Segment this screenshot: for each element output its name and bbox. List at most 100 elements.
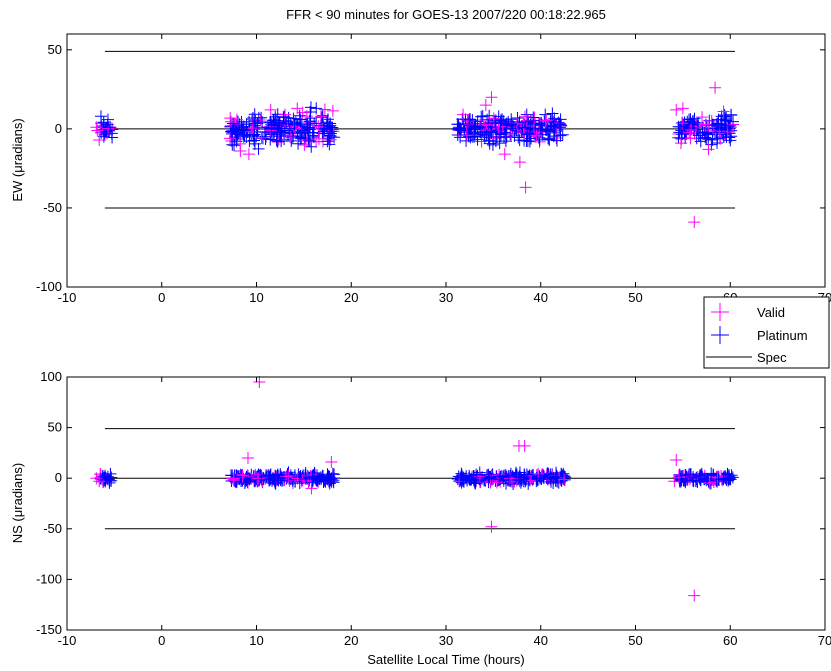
ns-y-tick-label: 100 — [40, 369, 62, 384]
ew-valid-point — [255, 131, 268, 144]
ew-platinum-point — [489, 114, 502, 127]
ew-valid-point — [291, 102, 304, 115]
ew-platinum-point — [296, 127, 309, 140]
ew-valid-point — [485, 91, 498, 104]
ew-platinum-point — [553, 117, 566, 130]
ew-x-tick-label: 40 — [534, 290, 548, 305]
ew-platinum-point — [488, 116, 501, 129]
ew-platinum-point — [544, 125, 557, 138]
ew-platinum-point — [529, 122, 542, 135]
legend-platinum-marker — [711, 326, 729, 344]
ns-platinum-point — [255, 473, 268, 486]
ns-platinum-point — [328, 468, 341, 481]
ew-platinum-point — [513, 134, 526, 147]
ew-valid-point — [699, 118, 712, 131]
ns-platinum-point — [520, 468, 533, 481]
ew-platinum-point — [485, 126, 498, 139]
ns-x-tick-label: 20 — [344, 633, 358, 648]
ew-valid-point — [519, 181, 532, 194]
ew-platinum-point — [310, 102, 323, 115]
ew-x-tick-label: 20 — [344, 290, 358, 305]
ew-platinum-point — [460, 134, 473, 147]
ns-valid-point — [688, 589, 701, 602]
ns-platinum-point — [515, 474, 528, 487]
ew-platinum-point — [483, 109, 496, 122]
ns-x-tick-label: 10 — [249, 633, 263, 648]
ew-platinum-point — [720, 114, 733, 127]
ew-platinum-point — [237, 130, 250, 143]
ew-valid-point — [91, 124, 104, 137]
ew-x-tick-label: 10 — [249, 290, 263, 305]
ew-platinum-point — [524, 115, 537, 128]
legend-entry-platinum: Platinum — [711, 326, 808, 344]
ew-valid-point — [709, 81, 722, 94]
ew-platinum-point — [722, 120, 735, 133]
ew-platinum-point — [322, 132, 335, 145]
ew-platinum-point — [252, 111, 265, 124]
ns-platinum-point — [547, 476, 560, 489]
ew-platinum-point — [306, 126, 319, 139]
ns-y-tick-label: -100 — [36, 571, 62, 586]
ew-platinum-point — [227, 117, 240, 130]
ew-valid-point — [513, 156, 526, 169]
ew-platinum-point — [251, 117, 264, 130]
ew-platinum-point — [237, 124, 250, 137]
ew-platinum-point — [455, 124, 468, 137]
ew-platinum-point — [688, 112, 701, 125]
ns-platinum-point — [679, 469, 692, 482]
ew-valid-point — [318, 103, 331, 116]
ew-valid-point — [479, 99, 492, 112]
ns-platinum-point — [465, 473, 478, 486]
ew-valid-point — [279, 108, 292, 121]
ns-platinum-point — [229, 475, 242, 488]
ns-y-tick-label: -50 — [43, 521, 62, 536]
ns-ylabel: NS (μradians) — [10, 463, 25, 543]
ew-valid-point — [540, 114, 553, 127]
ew-valid-point — [312, 120, 325, 133]
ew-platinum-point — [228, 122, 241, 135]
legend-valid-label: Valid — [757, 305, 785, 320]
ew-valid-point — [234, 145, 247, 158]
ew-valid-point — [314, 110, 327, 123]
ew-ylabel: EW (μradians) — [10, 118, 25, 201]
ew-valid-point — [264, 103, 277, 116]
ew-valid-point — [685, 123, 698, 136]
ns-platinum-point — [694, 470, 707, 483]
ew-platinum-point — [315, 111, 328, 124]
ns-platinum-point — [510, 468, 523, 481]
ns-valid-point — [668, 475, 681, 488]
ew-valid-point — [721, 125, 734, 138]
ns-x-tick-label: 40 — [534, 633, 548, 648]
ew-platinum-point — [543, 133, 556, 146]
ew-valid-point — [93, 133, 106, 146]
ns-valid-point — [227, 474, 240, 487]
legend-valid-marker — [711, 303, 729, 321]
chart-title: FFR < 90 minutes for GOES-13 2007/220 00… — [286, 7, 606, 22]
ew-x-tick-label: 30 — [439, 290, 453, 305]
ns-valid-point — [305, 482, 318, 495]
ns-platinum-point — [723, 472, 736, 485]
ew-platinum-point — [101, 113, 114, 126]
ns-valid-point — [558, 473, 571, 486]
ew-platinum-point — [262, 121, 275, 134]
ew-valid-point — [713, 127, 726, 140]
ew-valid-point — [242, 148, 255, 161]
ns-valid-point — [503, 472, 516, 485]
ew-platinum-point — [521, 128, 534, 141]
ns-x-tick-label: 0 — [158, 633, 165, 648]
ew-platinum-point — [556, 128, 569, 141]
ns-valid-point — [523, 474, 536, 487]
ns-platinum-point — [717, 473, 730, 486]
ew-valid-point — [310, 135, 323, 148]
ew-platinum-point — [318, 122, 331, 135]
ns-valid-point — [93, 475, 106, 488]
ns-platinum-point — [485, 472, 498, 485]
ew-platinum-point — [303, 121, 316, 134]
ns-x-tick-label: 60 — [723, 633, 737, 648]
ns-x-tick-label: 30 — [439, 633, 453, 648]
ew-platinum-point — [686, 118, 699, 131]
ew-platinum-point — [469, 120, 482, 133]
